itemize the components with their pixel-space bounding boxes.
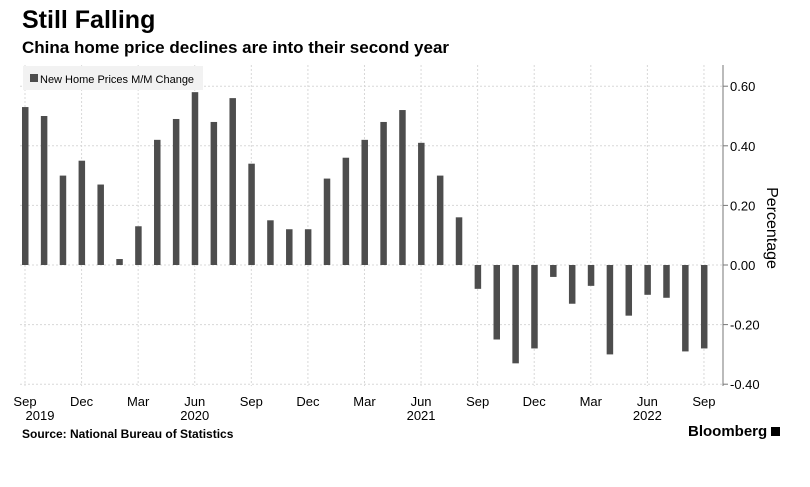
bar-2020-05 [172,118,180,265]
bar-2021-08 [455,217,463,265]
y-tick-label: 0.40 [730,139,755,154]
bar-2021-01 [323,178,331,265]
bar-2020-04 [154,139,161,265]
bar-2020-11 [286,229,293,265]
x-tick-label: Jun [184,394,205,409]
y-tick-label: 0.00 [730,258,755,273]
x-year-label: 2021 [407,408,436,423]
bloomberg-chart-icon [771,427,781,436]
bar-2020-06 [191,92,199,265]
bar-2022-07 [663,265,670,298]
y-axis-title: Percentage [763,187,780,269]
legend-label: New Home Prices M/M Change [40,74,194,86]
x-tick-label: Sep [240,394,263,409]
x-tick-label: Dec [523,394,547,409]
y-tick-label: 0.20 [730,198,755,213]
bar-2020-02 [116,259,123,265]
x-year-label: 2019 [26,408,55,423]
y-tick-label: -0.20 [730,318,760,333]
bar-2019-09 [22,107,29,265]
x-tick-label: Sep [13,394,36,409]
bar-2020-10 [267,220,274,265]
source-note: Source: National Bureau of Statistics [22,427,234,441]
bar-2021-02 [342,157,350,265]
x-year-label: 2022 [633,408,662,423]
bar-2021-07 [436,175,444,265]
bar-2022-02 [568,265,576,304]
chart-subtitle: China home price declines are into their… [22,38,450,57]
x-year-label: 2020 [180,408,209,423]
legend-box [23,66,203,90]
bar-2021-05 [399,110,406,265]
bloomberg-logo: Bloomberg [688,423,781,440]
bar-2021-09 [474,265,482,289]
x-tick-label: Dec [70,394,94,409]
brand-text: Bloomberg [688,423,768,440]
bar-2022-01 [550,265,557,277]
bar-2022-09 [700,265,708,349]
bar-2021-12 [531,265,538,349]
y-tick-label: -0.40 [730,377,760,392]
bar-2021-10 [493,265,500,340]
x-tick-label: Jun [411,394,432,409]
bar-2020-03 [135,226,142,265]
x-tick-label: Mar [580,394,603,409]
x-tick-label: Mar [127,394,150,409]
bar-2020-07 [210,121,218,266]
bar-2020-09 [248,163,255,265]
x-tick-label: Sep [692,394,715,409]
x-tick-label: Dec [296,394,320,409]
x-tick-label: Mar [353,394,376,409]
bar-2020-01 [97,184,104,265]
bar-2022-04 [606,265,614,355]
bar-2019-10 [40,116,48,265]
bar-2020-12 [304,229,312,265]
bar-2019-12 [78,160,86,265]
bar-2022-06 [644,265,651,295]
legend-swatch [30,74,38,82]
bar-2021-06 [418,142,425,265]
x-tick-label: Sep [466,394,489,409]
chart-title: Still Falling [22,6,156,34]
bar-2019-11 [59,175,67,265]
bar-2020-08 [229,98,236,266]
bar-2021-03 [361,139,368,265]
x-tick-label: Jun [637,394,658,409]
bar-2022-03 [587,265,595,286]
bar-2022-08 [682,265,689,352]
y-tick-label: 0.60 [730,79,755,94]
bar-2021-11 [512,265,519,364]
bar-2021-04 [380,121,387,266]
bar-2022-05 [625,265,633,316]
